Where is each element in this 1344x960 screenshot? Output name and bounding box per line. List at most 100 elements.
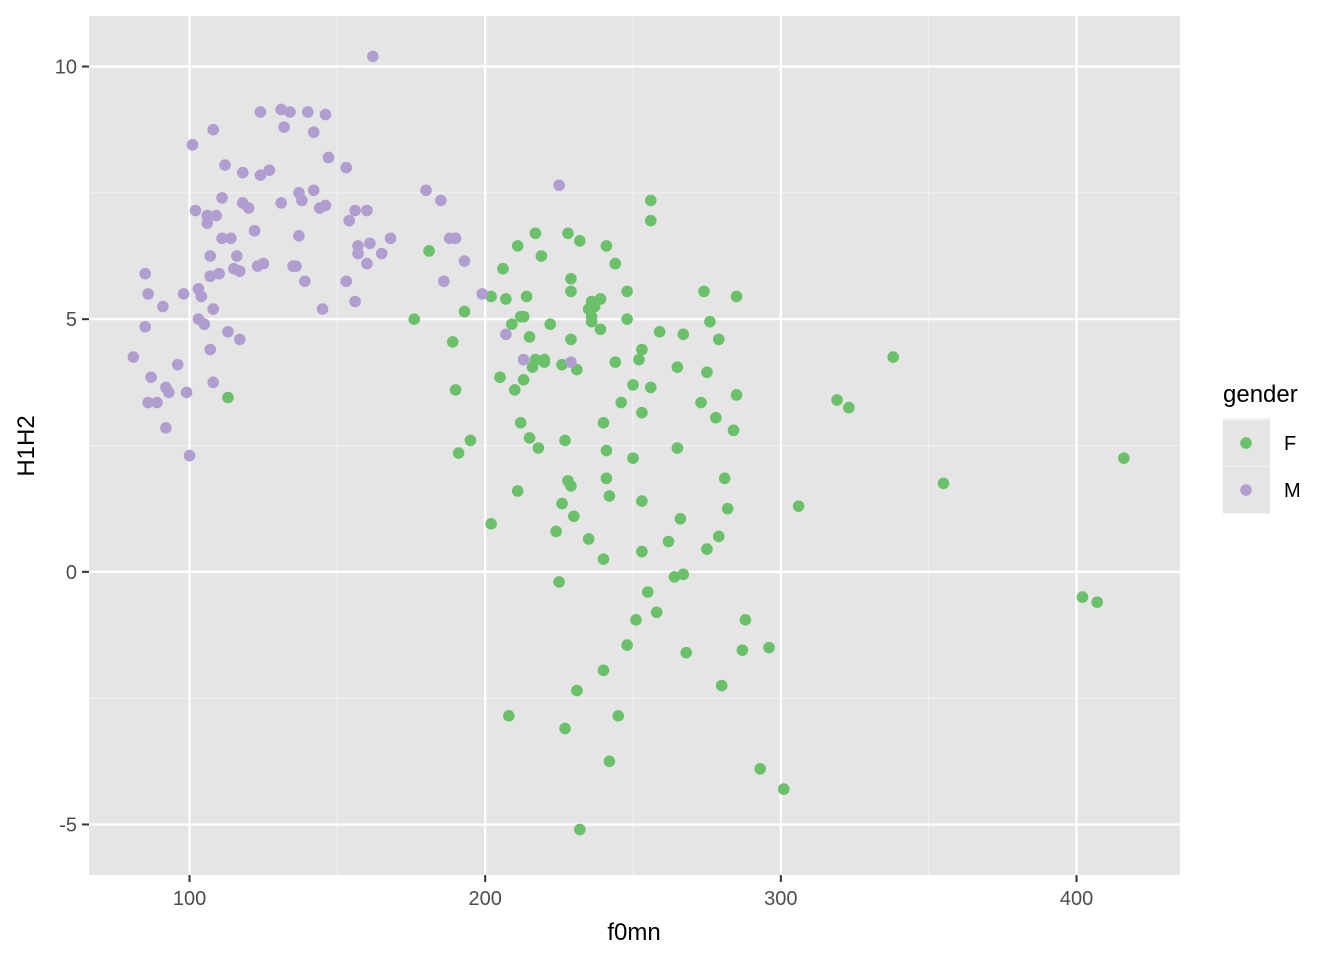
data-point-F <box>718 472 731 485</box>
data-point-M <box>553 179 565 192</box>
data-point-F <box>609 356 622 368</box>
data-point-F <box>529 227 542 240</box>
data-point-M <box>145 371 157 384</box>
data-point-F <box>514 416 527 429</box>
data-point-M <box>301 106 314 118</box>
data-points <box>127 50 1130 836</box>
data-point-F <box>568 510 580 523</box>
data-point-F <box>671 361 684 373</box>
data-point-F <box>600 444 613 457</box>
y-tick-label: 5 <box>66 309 77 331</box>
data-point-F <box>674 512 687 525</box>
data-point-M <box>198 318 211 331</box>
data-point-M <box>204 270 217 283</box>
y-axis: -5 0 5 10 <box>55 57 89 836</box>
data-point-F <box>582 533 595 545</box>
data-point-F <box>644 214 657 227</box>
data-point-F <box>452 447 465 459</box>
data-point-F <box>644 194 657 207</box>
data-point-M <box>139 320 151 333</box>
data-point-F <box>594 293 607 305</box>
data-point-M <box>517 353 530 366</box>
data-point-F <box>712 530 725 543</box>
data-point-M <box>186 139 199 151</box>
data-point-M <box>361 257 373 270</box>
data-point-F <box>792 500 805 512</box>
x-tick-label: 100 <box>173 888 206 910</box>
data-point-F <box>698 285 710 298</box>
y-axis-title: H1H2 <box>13 415 40 476</box>
data-point-M <box>142 396 154 409</box>
data-point-F <box>222 391 234 404</box>
data-point-F <box>523 331 536 343</box>
data-point-F <box>464 434 477 447</box>
data-point-F <box>739 614 752 626</box>
data-point-F <box>662 535 675 548</box>
data-point-F <box>633 353 645 366</box>
data-point-F <box>715 679 728 692</box>
data-point-F <box>408 313 421 325</box>
data-point-M <box>151 396 163 409</box>
data-point-M <box>183 449 196 462</box>
data-point-F <box>843 401 855 414</box>
legend: gender FM <box>1223 381 1301 514</box>
data-point-F <box>535 250 548 262</box>
data-point-M <box>299 275 311 288</box>
data-point-M <box>201 217 214 229</box>
data-point-F <box>763 641 775 654</box>
data-point-F <box>571 684 583 697</box>
legend-key-M <box>1240 484 1252 496</box>
y-tick-label: 0 <box>66 562 77 584</box>
data-point-F <box>485 290 497 303</box>
data-point-M <box>219 159 231 171</box>
data-point-F <box>520 290 533 303</box>
data-point-M <box>233 333 246 346</box>
x-axis-title: f0mn <box>607 919 660 946</box>
data-point-M <box>171 358 184 371</box>
data-point-M <box>142 288 154 300</box>
data-point-F <box>1076 591 1089 603</box>
data-point-F <box>600 240 613 252</box>
data-point-F <box>565 272 577 285</box>
data-point-M <box>177 288 190 300</box>
data-point-F <box>559 722 571 735</box>
data-point-F <box>508 384 521 396</box>
data-point-M <box>343 214 355 227</box>
data-point-F <box>636 406 648 419</box>
data-point-M <box>233 265 246 277</box>
data-point-M <box>352 240 364 252</box>
data-point-M <box>500 328 512 341</box>
data-point-M <box>213 267 225 280</box>
data-point-M <box>437 275 450 288</box>
data-point-F <box>523 432 536 444</box>
data-point-M <box>435 194 447 207</box>
data-point-F <box>500 293 512 305</box>
data-point-F <box>721 502 734 515</box>
data-point-F <box>562 227 574 240</box>
data-point-M <box>207 303 219 315</box>
data-point-M <box>367 50 379 63</box>
legend-keys: FM <box>1223 418 1301 514</box>
data-point-F <box>485 518 497 530</box>
data-point-M <box>322 151 335 164</box>
data-point-F <box>650 606 663 619</box>
data-point-F <box>609 257 622 270</box>
data-point-M <box>319 199 332 212</box>
data-point-M <box>157 300 169 313</box>
data-point-M <box>207 123 219 136</box>
data-point-F <box>627 452 639 464</box>
data-point-F <box>517 310 530 323</box>
data-point-M <box>290 260 302 272</box>
data-point-M <box>375 247 388 260</box>
data-point-M <box>476 288 489 300</box>
x-tick-label: 200 <box>469 888 502 910</box>
data-point-F <box>594 323 607 336</box>
data-point-F <box>494 371 506 384</box>
data-point-F <box>565 333 577 346</box>
data-point-F <box>556 497 568 510</box>
data-point-F <box>887 351 900 363</box>
data-point-M <box>242 202 255 214</box>
data-point-F <box>671 442 684 454</box>
data-point-F <box>1091 596 1104 608</box>
legend-title: gender <box>1223 381 1298 408</box>
